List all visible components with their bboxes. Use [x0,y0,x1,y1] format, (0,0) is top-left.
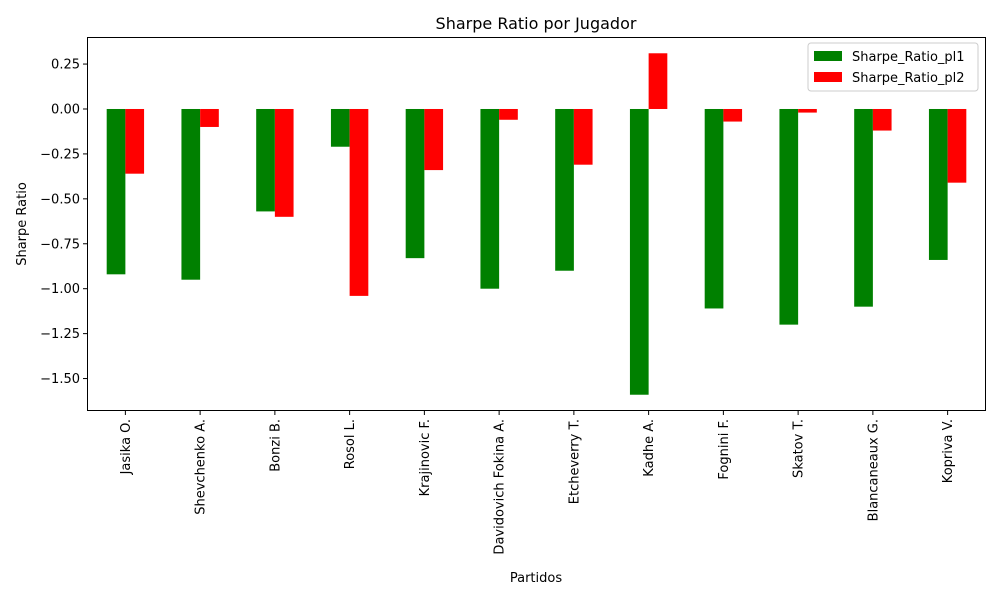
y-tick-label: −1.00 [40,282,80,297]
legend: Sharpe_Ratio_pl1 Sharpe_Ratio_pl2 [807,42,979,92]
bar-Sharpe_Ratio_pl2-0 [125,108,145,174]
x-tick-label: Etcheverry T. [567,419,582,504]
plot-area [106,53,967,395]
bar-Sharpe_Ratio_pl2-3 [349,108,369,296]
x-tick-label: Davidovich Fokina A. [493,419,508,555]
x-tick-label: Kadhe A. [642,419,657,477]
bar-Sharpe_Ratio_pl1-2 [256,108,275,212]
x-axis: Jasika O. Shevchenko A. Bonzi B. Rosol L. Kr… [119,410,956,555]
x-tick-label: Bonzi B. [268,419,283,472]
x-tick-label: Rosol L. [343,419,358,469]
x-tick-label: Blancaneaux G. [866,419,881,521]
y-axis-label: Sharpe Ratio [15,182,30,266]
x-tick-label: Fognini F. [717,419,732,480]
legend-box [807,42,979,92]
bar-Sharpe_Ratio_pl1-9 [779,108,799,325]
y-tick-label: 0.25 [51,58,80,73]
bar-Sharpe_Ratio_pl2-8 [723,108,743,122]
bar-Sharpe_Ratio_pl2-1 [200,108,219,127]
bar-Sharpe_Ratio_pl1-5 [480,108,500,289]
bar-Sharpe_Ratio_pl1-6 [555,108,574,271]
x-tick-label: Jasika O. [119,419,134,475]
bar-Sharpe_Ratio_pl2-7 [648,53,668,109]
bar-Sharpe_Ratio_pl1-4 [405,108,425,259]
chart-title: Sharpe Ratio por Jugador [436,14,637,33]
x-tick-label: Skatov T. [792,419,807,478]
x-axis-label: Partidos [510,571,562,586]
legend-swatch [814,72,842,82]
y-axis: 0.25 0.00 −0.25 −0.50 −0.75 −1.00 −1.25 −1.50 [40,58,88,387]
y-tick-label: 0.00 [51,102,80,117]
y-tick-label: −0.50 [40,192,80,207]
x-tick-label: Krajinovic F. [418,419,433,496]
y-tick-label: −1.50 [40,372,80,387]
bar-Sharpe_Ratio_pl2-11 [947,108,967,183]
bar-Sharpe_Ratio_pl2-9 [798,108,817,113]
legend-swatch [814,51,842,61]
bar-Sharpe_Ratio_pl1-0 [106,108,126,275]
y-tick-label: −1.25 [40,327,80,342]
bar-Sharpe_Ratio_pl1-11 [928,108,948,260]
legend-label: Sharpe_Ratio_pl2 [852,71,965,86]
bar-Sharpe_Ratio_pl2-10 [872,108,892,131]
y-tick-label: −0.75 [40,237,80,252]
legend-label: Sharpe_Ratio_pl1 [852,50,965,65]
bar-Sharpe_Ratio_pl1-7 [629,108,649,395]
x-tick-label: Shevchenko A. [194,419,209,515]
x-tick-label: Kopriva V. [941,419,956,483]
bar-Sharpe_Ratio_pl2-6 [573,108,593,165]
bar-Sharpe_Ratio_pl1-8 [704,108,724,309]
bar-Sharpe_Ratio_pl1-3 [330,108,350,147]
plot-frame [87,37,986,411]
bar-Sharpe_Ratio_pl1-1 [181,108,201,280]
y-tick-label: −0.25 [40,147,80,162]
bar-Sharpe_Ratio_pl2-5 [499,108,518,120]
bar-Sharpe_Ratio_pl1-10 [854,108,873,307]
bar-Sharpe_Ratio_pl2-4 [424,108,444,171]
bar-Sharpe_Ratio_pl2-2 [274,108,294,217]
